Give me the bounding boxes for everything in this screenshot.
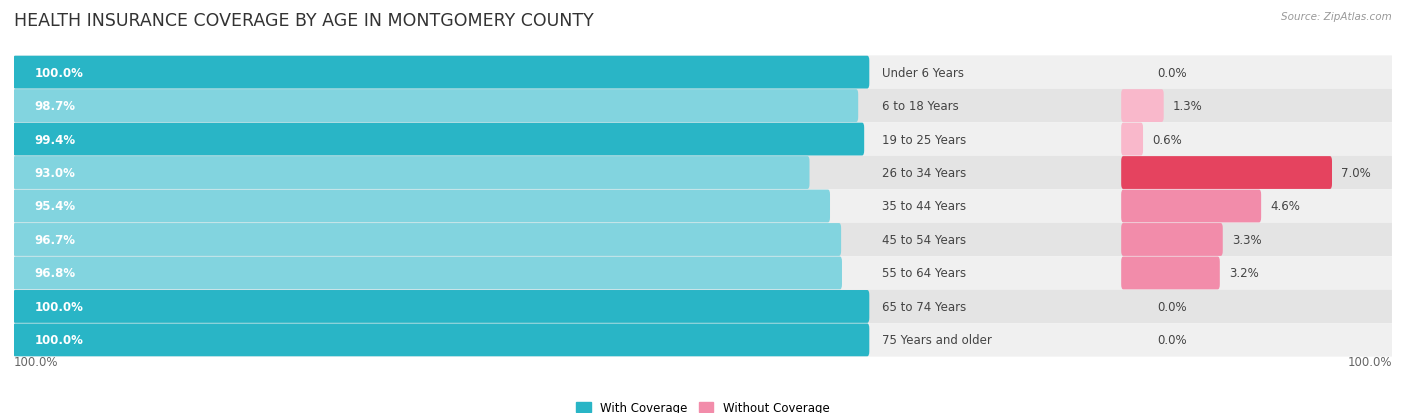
Text: 96.7%: 96.7% [35,233,76,247]
FancyBboxPatch shape [14,56,1392,90]
Text: 99.4%: 99.4% [35,133,76,146]
FancyBboxPatch shape [1121,257,1220,290]
Text: 98.7%: 98.7% [35,100,76,113]
Text: 65 to 74 Years: 65 to 74 Years [882,300,966,313]
Text: 19 to 25 Years: 19 to 25 Years [882,133,966,146]
FancyBboxPatch shape [14,90,1392,123]
Text: 55 to 64 Years: 55 to 64 Years [882,267,966,280]
Text: 95.4%: 95.4% [35,200,76,213]
Text: 100.0%: 100.0% [1347,355,1392,368]
FancyBboxPatch shape [1121,90,1164,123]
Text: 100.0%: 100.0% [35,66,83,79]
Text: 0.0%: 0.0% [1157,334,1187,347]
FancyBboxPatch shape [1121,190,1261,223]
Text: Source: ZipAtlas.com: Source: ZipAtlas.com [1281,12,1392,22]
Text: 6 to 18 Years: 6 to 18 Years [882,100,959,113]
FancyBboxPatch shape [13,324,869,356]
Text: 75 Years and older: 75 Years and older [882,334,993,347]
Legend: With Coverage, Without Coverage: With Coverage, Without Coverage [576,401,830,413]
FancyBboxPatch shape [14,157,1392,190]
FancyBboxPatch shape [13,123,865,156]
Text: HEALTH INSURANCE COVERAGE BY AGE IN MONTGOMERY COUNTY: HEALTH INSURANCE COVERAGE BY AGE IN MONT… [14,12,593,30]
Text: 26 to 34 Years: 26 to 34 Years [882,166,966,180]
FancyBboxPatch shape [14,223,1392,256]
Text: Under 6 Years: Under 6 Years [882,66,965,79]
Text: 100.0%: 100.0% [35,334,83,347]
Text: 93.0%: 93.0% [35,166,76,180]
Text: 100.0%: 100.0% [35,300,83,313]
FancyBboxPatch shape [13,57,869,89]
Text: 96.8%: 96.8% [35,267,76,280]
FancyBboxPatch shape [1121,123,1143,156]
Text: 3.2%: 3.2% [1229,267,1258,280]
FancyBboxPatch shape [14,123,1392,157]
Text: 0.0%: 0.0% [1157,300,1187,313]
FancyBboxPatch shape [13,90,858,123]
FancyBboxPatch shape [13,157,810,190]
Text: 35 to 44 Years: 35 to 44 Years [882,200,966,213]
Text: 3.3%: 3.3% [1232,233,1261,247]
FancyBboxPatch shape [13,290,869,323]
Text: 7.0%: 7.0% [1341,166,1371,180]
Text: 1.3%: 1.3% [1173,100,1202,113]
Text: 0.0%: 0.0% [1157,66,1187,79]
FancyBboxPatch shape [14,323,1392,357]
FancyBboxPatch shape [14,190,1392,223]
Text: 100.0%: 100.0% [14,355,59,368]
FancyBboxPatch shape [13,223,841,256]
FancyBboxPatch shape [13,190,830,223]
FancyBboxPatch shape [14,290,1392,323]
FancyBboxPatch shape [13,257,842,290]
FancyBboxPatch shape [14,256,1392,290]
Text: 45 to 54 Years: 45 to 54 Years [882,233,966,247]
Text: 0.6%: 0.6% [1152,133,1181,146]
FancyBboxPatch shape [1121,157,1331,190]
Text: 4.6%: 4.6% [1270,200,1301,213]
FancyBboxPatch shape [1121,223,1223,256]
